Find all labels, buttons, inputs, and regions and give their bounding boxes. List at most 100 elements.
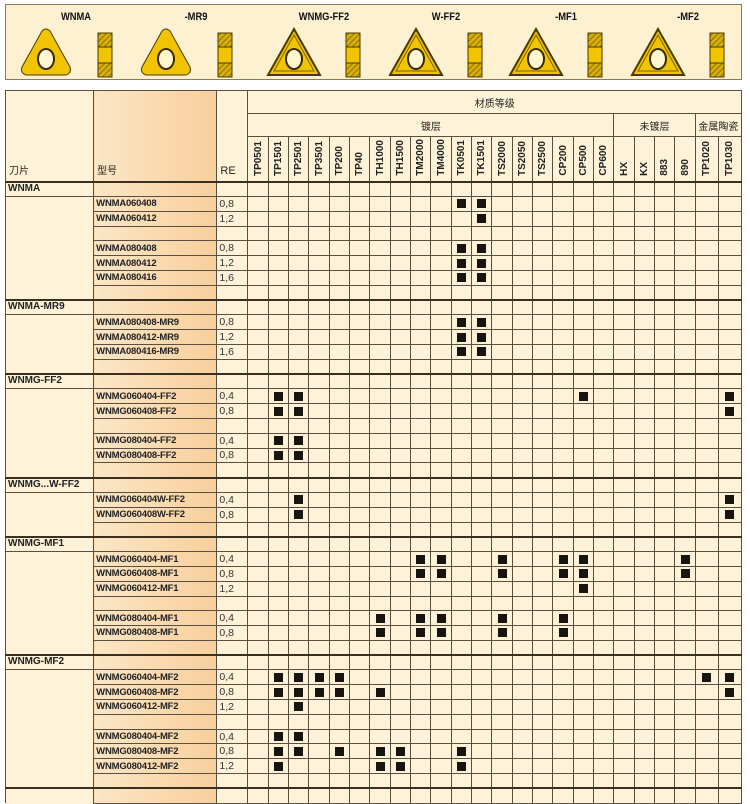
grade-cell-tk0501 — [450, 299, 473, 316]
grade-cell-cp600 — [593, 195, 615, 212]
grade-cell-cp600 — [593, 565, 615, 582]
grade-cell-tp2501 — [288, 743, 310, 760]
re-header: RE — [216, 89, 249, 183]
model-header: 型号 — [93, 89, 218, 183]
uncoated-header: 未镀层 — [613, 113, 696, 137]
grade-cell-ts2000 — [491, 639, 513, 656]
grade-cell-tk0501 — [450, 565, 473, 582]
grade-cell-cp200 — [552, 565, 574, 582]
availability-mark — [456, 199, 466, 209]
grade-cell-tk1501 — [471, 195, 493, 212]
grade-cell-th1500 — [389, 240, 412, 257]
grade-cell-tm2000 — [410, 625, 432, 641]
grade-cell-cp600 — [593, 329, 615, 345]
table-row: WNMA080416-MR9 1,6 — [4, 343, 743, 360]
grade-cell-ts2000 — [491, 447, 513, 464]
grade-cell-tk1501 — [471, 447, 493, 464]
grade-cell-tp1020 — [694, 535, 719, 553]
grade-cell-cp600 — [593, 314, 615, 331]
grade-cell-tp1020 — [694, 565, 719, 582]
re-cell: 0,4 — [216, 610, 249, 627]
grade-cell-tp3501 — [308, 195, 330, 212]
grade-cell-ts2050 — [511, 343, 534, 360]
grade-cell-hx — [613, 240, 635, 257]
grade-cell-tp200 — [328, 506, 351, 523]
grade-cell-tp40 — [349, 180, 371, 197]
grade-cell-kx — [633, 699, 656, 715]
grade-cell-tp2501 — [288, 225, 310, 242]
grade-cell-tk0501 — [450, 269, 473, 286]
availability-mark — [456, 347, 466, 357]
grade-cell-tp40 — [349, 403, 371, 419]
grade-cell-ts2000 — [491, 728, 513, 745]
grade-cell-tp0501 — [247, 713, 269, 730]
table-row: WNMG080412-MF2 1,2 — [4, 758, 743, 775]
grade-cell-tk1501 — [471, 610, 493, 627]
insert-group-cell: WNMG-FF2 — [4, 373, 95, 390]
grade-cell-hx — [613, 506, 635, 523]
grade-cell-tk1501 — [471, 787, 493, 804]
grade-cell-tp0501 — [247, 447, 269, 464]
grade-cell-ts2000 — [491, 699, 513, 715]
grade-cell-th1000 — [369, 713, 391, 730]
grade-cell-cp600 — [593, 580, 615, 597]
grade-cell-tm4000 — [430, 447, 452, 464]
model-cell — [93, 358, 218, 375]
grade-cell-tp200 — [328, 373, 351, 390]
grade-cell-tm4000 — [430, 403, 452, 419]
grade-cell-tm2000 — [410, 329, 432, 345]
grade-cell-890 — [674, 329, 696, 345]
availability-mark — [334, 687, 344, 697]
grade-cell-tp40 — [349, 565, 371, 582]
grade-cell-kx — [633, 476, 656, 493]
grade-cell-hx — [613, 462, 635, 479]
availability-mark — [294, 510, 304, 520]
insert-group-cell — [4, 211, 95, 227]
grade-cell-ts2000 — [491, 773, 513, 789]
grade-cell-th1000 — [369, 314, 391, 331]
re-cell: 0,8 — [216, 684, 249, 701]
grade-cell-th1000 — [369, 773, 391, 789]
availability-mark — [578, 391, 588, 401]
grade-cell-hx — [613, 699, 635, 715]
grade-cell-tm4000 — [430, 506, 452, 523]
grade-cell-tp1501 — [267, 210, 290, 227]
grade-cell-tp2501 — [288, 358, 310, 375]
grade-cell-tk0501 — [450, 476, 473, 493]
availability-mark — [725, 495, 735, 505]
grade-cell-tp1020 — [694, 240, 719, 257]
grade-cell-kx — [633, 595, 656, 612]
grade-cell-cp200 — [552, 343, 574, 360]
grade-cell-cp200 — [552, 299, 574, 316]
grade-cell-tm2000 — [410, 787, 432, 804]
grade-cell-883 — [654, 388, 676, 405]
grade-cell-ts2000 — [491, 240, 513, 257]
grade-cell-cp200 — [552, 639, 574, 656]
grade-cell-hx — [613, 269, 635, 286]
grade-cell-cp500 — [572, 639, 595, 656]
grade-cell-tm2000 — [410, 684, 432, 701]
availability-mark — [578, 554, 588, 564]
insert-icon — [266, 27, 361, 78]
grade-cell-th1000 — [369, 195, 391, 212]
availability-mark — [558, 554, 568, 564]
group-header-row — [4, 787, 743, 804]
availability-mark — [294, 495, 304, 505]
grade-cell-tm4000 — [430, 299, 452, 316]
grade-cell-tp200 — [328, 255, 351, 271]
availability-mark — [395, 761, 405, 771]
grade-cell-tk0501 — [450, 551, 473, 567]
grade-cell-tm4000 — [430, 388, 452, 405]
grade-cell-tp200 — [328, 728, 351, 745]
grade-cell-tp200 — [328, 684, 351, 701]
spacer-row — [4, 358, 743, 375]
grade-label: TK1501 — [476, 140, 488, 176]
grade-cell-tk0501 — [450, 521, 473, 538]
grade-cell-890 — [674, 639, 696, 656]
grade-cell-kx — [633, 388, 656, 405]
grade-cell-tm2000 — [410, 240, 432, 257]
grade-cell-cp500 — [572, 610, 595, 627]
grade-cell-th1000 — [369, 240, 391, 257]
grade-cell-th1000 — [369, 580, 391, 597]
grade-cell-cp200 — [552, 491, 574, 508]
